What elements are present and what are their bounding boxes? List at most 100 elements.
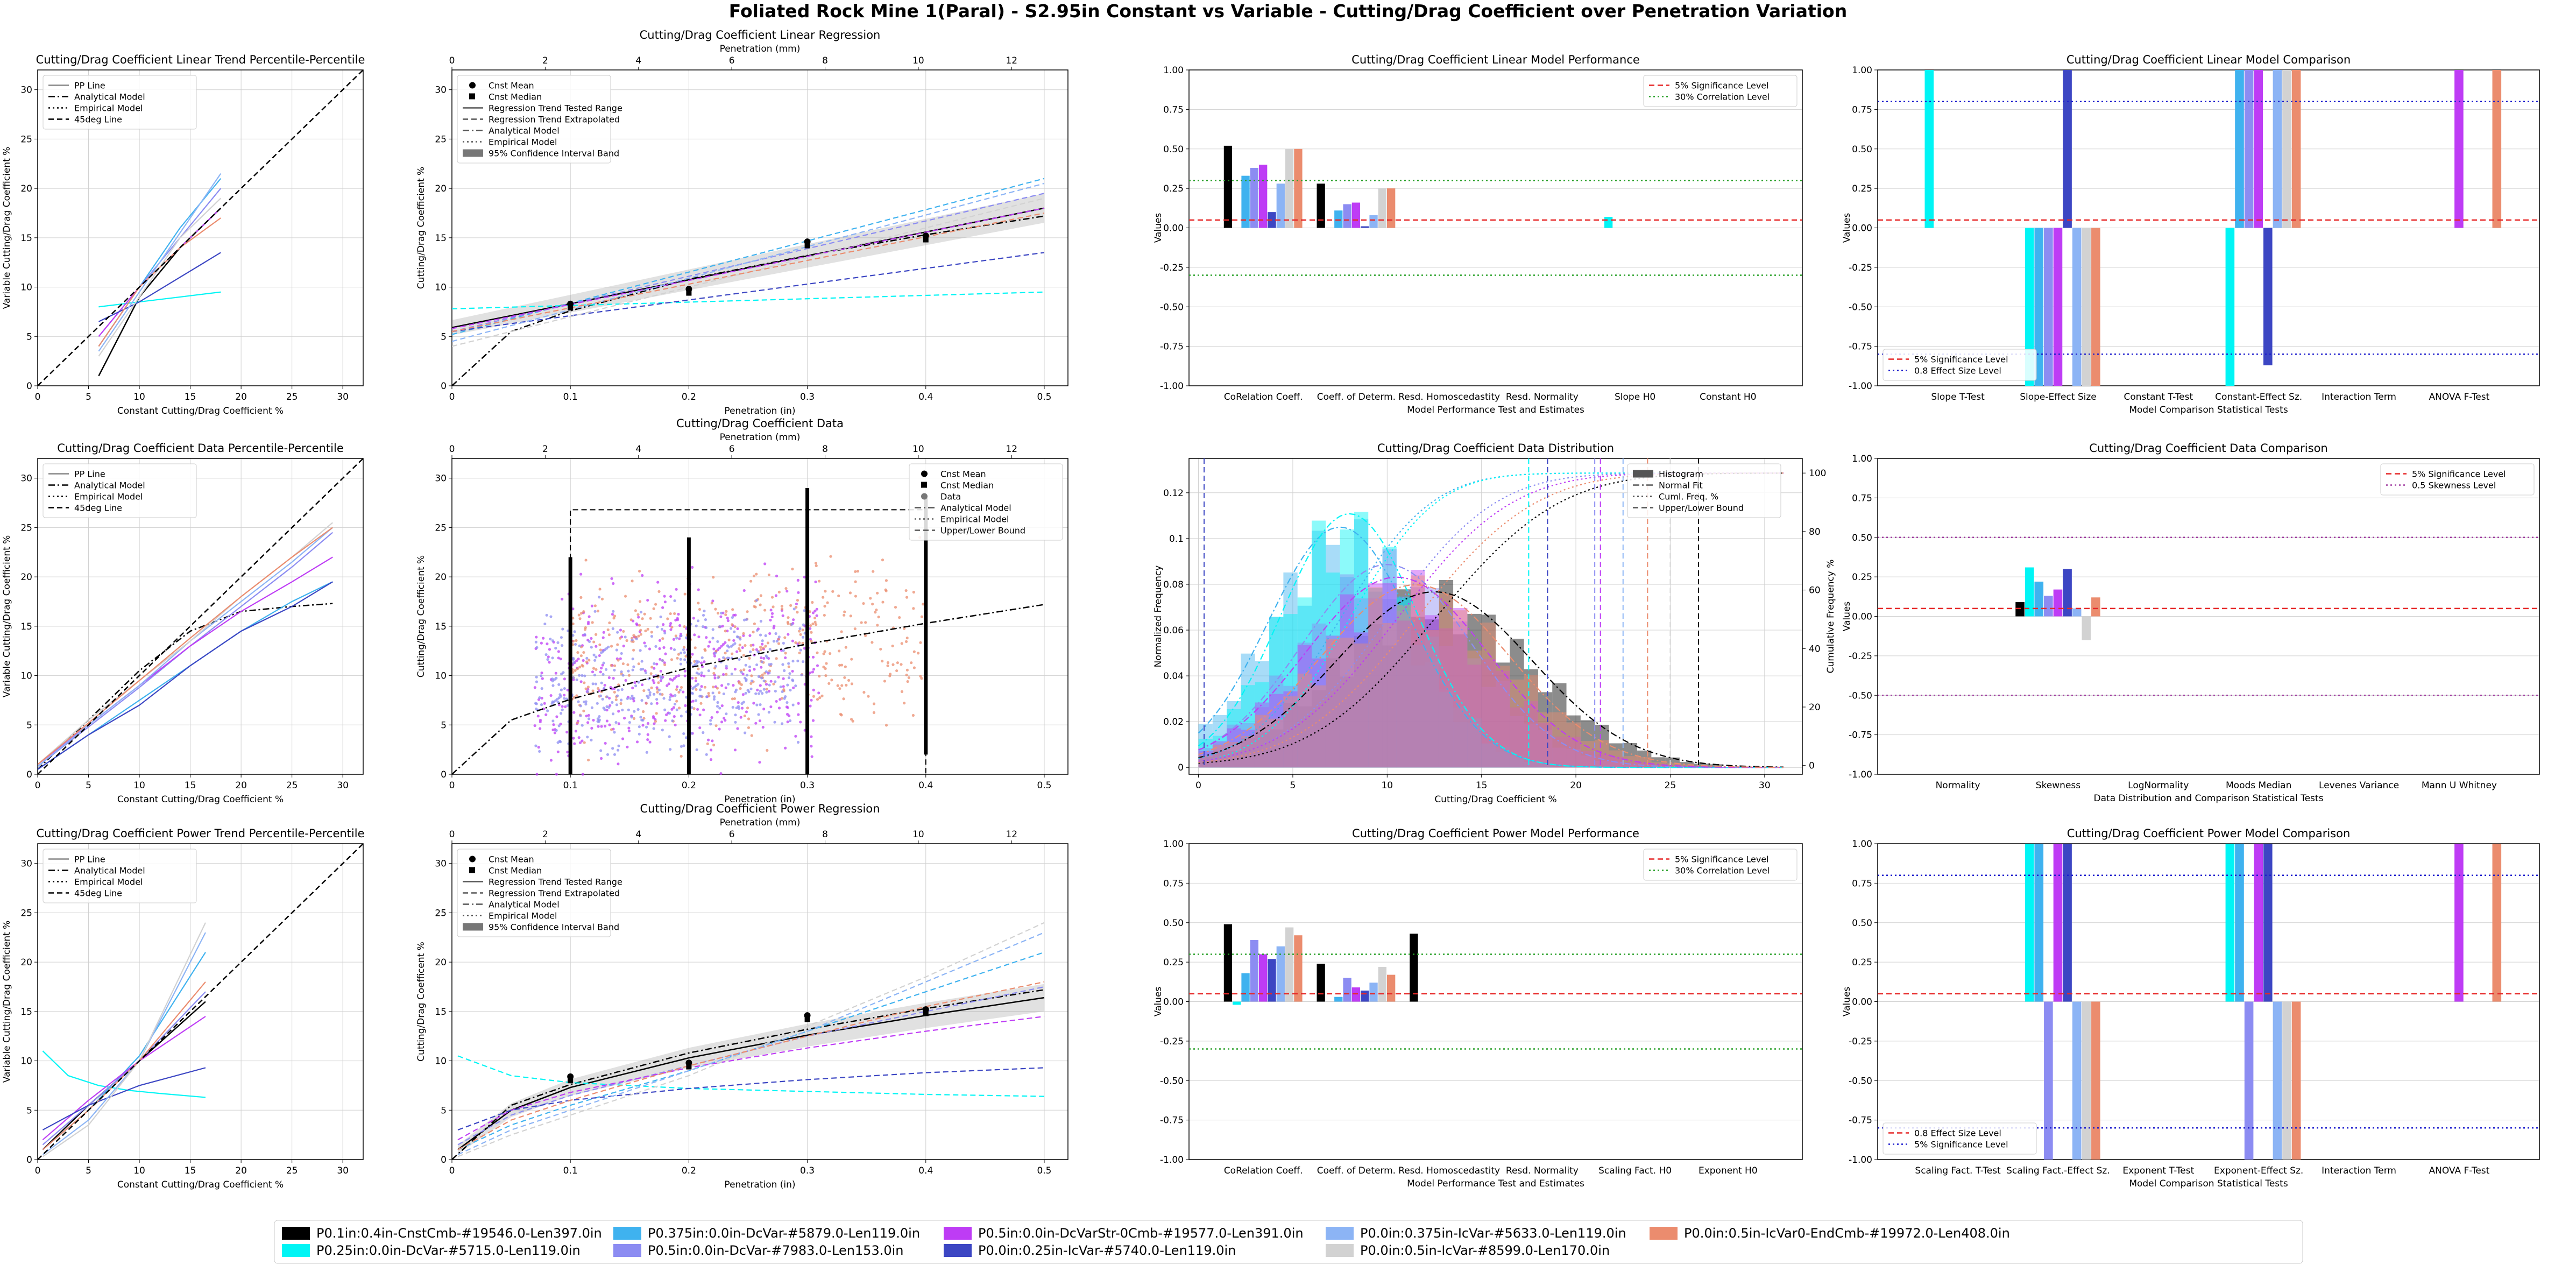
histogram-bar [1595,740,1609,768]
scatter-point [538,750,541,753]
scatter-point [765,690,768,694]
scatter-point [788,672,791,675]
x-tick-label: 25 [286,1165,298,1176]
scatter-point [797,591,800,594]
scatter-point [814,562,818,565]
histogram-bar [1297,673,1312,768]
y-tick-label: -0.50 [1849,1076,1872,1086]
scatter-point [536,715,540,718]
category-label: Levenes Variance [2319,780,2399,791]
top-x-tick-label: 6 [729,829,735,840]
scatter-point [545,613,548,617]
scatter-point [648,740,652,744]
histogram-bar [1439,689,1454,768]
scatter-point [549,615,553,618]
scatter-point [654,720,657,723]
category-label: Scaling Fact. H0 [1598,1165,1672,1176]
y-tick-label: 10 [435,671,447,682]
confidence-band [452,193,1044,335]
scatter-point [679,658,682,661]
scatter-point [603,687,606,690]
scatter-point [722,692,725,696]
scatter-point [763,609,767,612]
scatter-point [691,566,694,569]
scatter-point [703,686,707,689]
category-label: CoRelation Coeff. [1224,392,1303,402]
scatter-point [742,618,746,621]
scatter-point [636,613,640,616]
bar [1924,70,1934,228]
scatter-point [663,595,666,598]
scatter-point [795,602,798,606]
plot-title: Cutting/Drag Coefficient Data Distributi… [1377,442,1614,455]
scatter-point [540,671,543,675]
y-tick-label: -0.25 [1849,263,1872,273]
scatter-point [810,745,813,748]
histogram-bar [1496,680,1510,768]
scatter-point [754,722,758,725]
bar [2044,596,2053,617]
series-line [42,922,206,1157]
top-x-axis-label: Penetration (mm) [720,817,801,828]
scatter-point [712,647,716,651]
scatter-point [820,694,824,697]
scatter-point [607,696,611,700]
plot-title: Cutting/Drag Coefficient Linear Trend Pe… [36,53,365,66]
scatter-point [620,688,624,691]
scatter-point [856,569,860,573]
x-tick-label: 0 [1195,780,1201,791]
category-label: Constant H0 [1700,392,1756,402]
y-tick-label: 1.00 [1852,454,1872,464]
scatter-point [586,721,590,724]
scatter-point [607,706,611,709]
scatter-point [617,722,620,725]
scatter-point [627,726,631,730]
y-tick-label: 0.25 [1852,183,1872,194]
scatter-point [886,664,889,667]
scatter-point [696,683,700,686]
scatter-point [766,748,769,752]
scatter-point [764,634,767,637]
figure-legend-label: P0.5in:0.0in-DcVar-#7983.0-Len153.0in [648,1243,904,1258]
scatter-point [844,665,847,668]
y-tick-label: 25 [20,522,32,533]
y-tick-label: 0.08 [1163,580,1184,590]
scatter-point [643,641,646,645]
scatter-point [584,703,588,706]
series-line [42,932,206,1155]
scatter-point [675,708,678,711]
scatter-point [670,708,674,711]
scatter-point [823,613,826,617]
scatter-point [611,701,614,704]
category-label: Exponent T-Test [2122,1165,2194,1176]
bar [1369,983,1378,1002]
x-tick-label: 0 [35,780,41,791]
scatter-point [665,713,668,716]
y-tick-label: 0 [26,381,32,392]
scatter-point [602,706,605,710]
scatter-point [770,596,774,599]
y-tick-label: 0.75 [1163,104,1184,115]
scatter-point [732,613,735,617]
scatter-point [593,604,597,607]
top-x-tick-label: 2 [542,444,548,455]
scatter-point [678,688,682,692]
scatter-point [602,661,605,665]
cumulative-frequency-line [1198,472,1784,762]
scatter-point [749,580,753,583]
scatter-point [672,706,675,709]
scatter-point [617,683,620,687]
scatter-point [768,648,772,651]
scatter-point [599,648,603,652]
bar [1378,966,1387,1002]
scatter-point [818,675,821,678]
plot-legend-patch [1633,470,1653,478]
x-tick-label: 0 [449,780,455,791]
bar [1361,990,1369,1002]
scatter-point [721,643,725,646]
plot-legend-label: Empirical Model [74,877,143,887]
y-tick-label: 0.02 [1163,717,1184,727]
y-tick-label: 20 [20,183,32,194]
scatter-point [742,701,745,704]
